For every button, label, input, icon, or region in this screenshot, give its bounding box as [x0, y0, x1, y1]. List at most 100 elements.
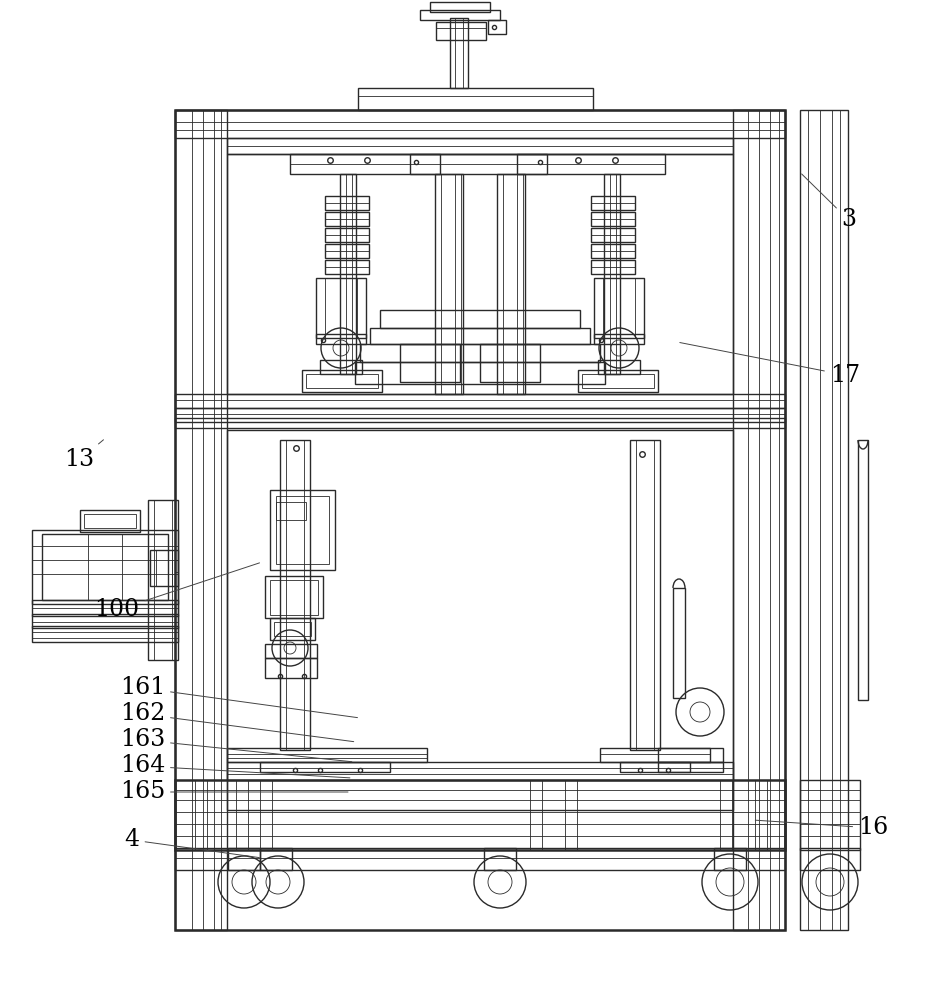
Bar — [340, 174, 356, 374]
Bar — [175, 110, 785, 138]
Bar — [265, 576, 323, 618]
Bar — [274, 622, 311, 636]
Bar — [420, 10, 500, 20]
Bar — [435, 174, 463, 394]
Bar — [175, 408, 785, 422]
Bar — [591, 260, 635, 274]
Bar — [276, 496, 329, 564]
Bar — [380, 310, 580, 328]
Bar — [175, 780, 785, 850]
Bar — [265, 644, 317, 658]
Text: 13: 13 — [64, 440, 104, 472]
Bar — [32, 600, 178, 616]
Bar — [148, 500, 178, 660]
Bar — [410, 154, 440, 174]
Bar — [32, 626, 178, 642]
Bar — [270, 618, 315, 640]
Bar — [565, 780, 577, 850]
Bar — [306, 374, 378, 388]
Bar — [236, 780, 248, 850]
Bar — [497, 174, 525, 394]
Bar — [604, 174, 620, 374]
Bar — [594, 334, 644, 344]
Bar — [594, 278, 644, 338]
Bar — [400, 344, 460, 382]
Bar — [630, 440, 660, 750]
Bar — [260, 848, 292, 870]
Text: 17: 17 — [680, 343, 860, 386]
Bar — [436, 22, 486, 40]
Bar — [84, 514, 136, 528]
Bar — [32, 614, 178, 628]
Bar — [270, 490, 335, 570]
Bar — [591, 196, 635, 210]
Bar — [620, 762, 690, 772]
Bar — [80, 510, 140, 532]
Text: 165: 165 — [120, 780, 348, 804]
Bar — [370, 328, 590, 344]
Bar — [530, 780, 542, 850]
Bar — [316, 278, 366, 338]
Bar — [733, 110, 785, 930]
Bar — [591, 228, 635, 242]
Bar — [175, 848, 785, 870]
Text: 16: 16 — [755, 816, 888, 840]
Bar — [598, 360, 640, 374]
Text: 164: 164 — [120, 754, 350, 778]
Bar — [658, 748, 723, 762]
Bar — [591, 244, 635, 258]
Bar — [260, 762, 390, 772]
Bar — [260, 780, 272, 850]
Bar — [175, 394, 785, 408]
Bar — [195, 780, 207, 850]
Bar — [150, 550, 178, 586]
Bar — [270, 580, 318, 615]
Bar — [227, 748, 427, 762]
Text: 4: 4 — [124, 828, 259, 858]
Bar — [488, 20, 506, 34]
Bar — [600, 748, 710, 762]
Text: 163: 163 — [120, 728, 352, 762]
Bar — [227, 430, 733, 810]
Bar — [480, 344, 540, 382]
Bar — [358, 88, 593, 110]
Bar — [720, 780, 732, 850]
Bar — [714, 848, 746, 870]
Bar — [484, 848, 516, 870]
Bar — [800, 780, 860, 850]
Bar — [325, 196, 369, 210]
Bar — [360, 344, 600, 362]
Bar — [320, 360, 362, 374]
Bar — [325, 228, 369, 242]
Bar — [325, 260, 369, 274]
Bar — [280, 440, 310, 750]
Bar — [228, 848, 260, 870]
Bar — [578, 370, 658, 392]
Bar — [325, 212, 369, 226]
Bar — [800, 848, 860, 870]
Bar — [450, 18, 468, 88]
Bar — [755, 780, 767, 850]
Text: 100: 100 — [94, 563, 259, 621]
Bar — [591, 212, 635, 226]
Bar — [430, 2, 490, 12]
Bar — [673, 588, 685, 698]
Bar — [32, 530, 178, 604]
Bar — [355, 362, 605, 384]
Text: 162: 162 — [120, 702, 354, 742]
Bar — [175, 110, 227, 930]
Bar — [858, 440, 868, 700]
Bar — [658, 762, 723, 772]
Bar — [227, 762, 733, 780]
Bar — [316, 334, 366, 344]
Bar — [800, 110, 848, 930]
Bar — [517, 154, 547, 174]
Text: 161: 161 — [120, 676, 357, 718]
Bar — [42, 534, 168, 600]
Bar — [302, 370, 382, 392]
Bar — [265, 658, 317, 678]
Bar — [582, 374, 654, 388]
Bar — [325, 244, 369, 258]
Bar — [227, 154, 733, 394]
Text: 3: 3 — [802, 174, 856, 232]
